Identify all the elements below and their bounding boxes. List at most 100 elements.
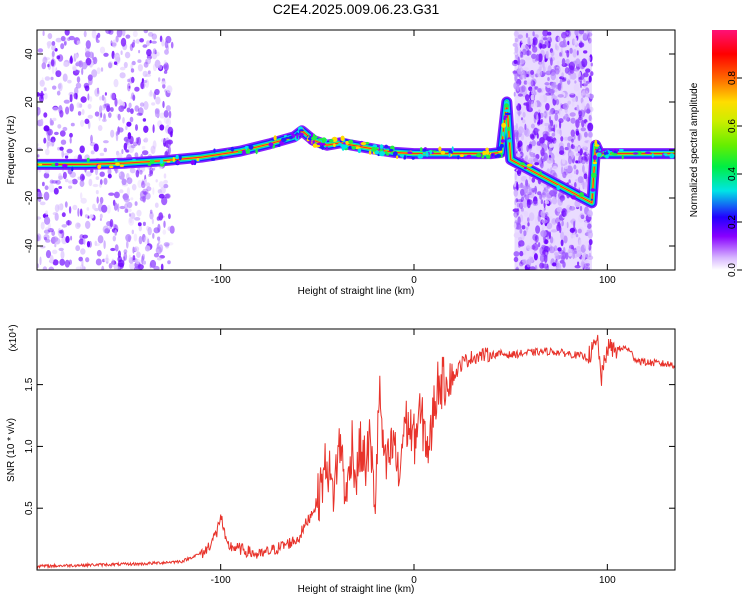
noise-speck [144, 178, 147, 184]
noise-speck [516, 181, 519, 191]
noise-speck [137, 64, 143, 72]
noise-speck [135, 137, 139, 144]
noise-speck [120, 128, 123, 133]
ridge-speck [316, 142, 322, 146]
noise-speck [549, 48, 554, 54]
noise-speck [128, 254, 131, 261]
noise-speck [529, 134, 534, 139]
ridge-speck [298, 132, 304, 137]
ridge-speck [603, 152, 609, 155]
noise-speck [585, 80, 590, 84]
ridge-speck [498, 150, 503, 153]
noise-speck [85, 220, 91, 229]
noise-speck [142, 260, 146, 265]
noise-speck [89, 96, 93, 102]
noise-speck [562, 261, 566, 268]
noise-speck [37, 48, 44, 53]
noise-speck [549, 236, 554, 244]
noise-speck [69, 56, 74, 65]
noise-speck [146, 186, 152, 192]
noise-speck [102, 118, 107, 123]
spectrogram-xtick-label: -100 [211, 275, 231, 286]
noise-speck [527, 222, 530, 227]
ridge-speck [504, 109, 511, 113]
noise-speck [111, 50, 115, 60]
noise-speck [547, 125, 552, 133]
noise-speck [159, 124, 165, 131]
noise-speck [78, 238, 85, 245]
noise-speck [103, 257, 110, 263]
snr-ytick-label: 1.0 [24, 439, 35, 453]
noise-speck [103, 240, 106, 250]
noise-speck [142, 80, 148, 83]
noise-speck [520, 117, 524, 121]
noise-speck [64, 30, 70, 36]
noise-speck [574, 145, 578, 152]
ridge-speck [248, 144, 254, 150]
noise-speck [121, 178, 127, 186]
noise-speck [157, 223, 161, 233]
noise-speck [513, 59, 518, 64]
noise-speck [583, 263, 589, 270]
noise-speck [123, 61, 128, 69]
ridge-speck [523, 166, 528, 170]
noise-speck [39, 80, 45, 85]
noise-speck [518, 184, 525, 189]
noise-speck [43, 125, 50, 132]
noise-speck [51, 180, 58, 184]
noise-speck [86, 241, 91, 248]
noise-speck [132, 30, 138, 38]
noise-speck [575, 95, 578, 102]
noise-speck [579, 213, 585, 218]
noise-speck [533, 196, 538, 205]
noise-speck [75, 62, 80, 67]
noise-speck [81, 61, 88, 70]
noise-speck [587, 32, 593, 37]
noise-speck [99, 96, 103, 101]
noise-speck [93, 143, 99, 152]
noise-speck [158, 77, 161, 82]
ridge-speck [504, 112, 511, 116]
noise-speck [126, 187, 130, 196]
noise-speck [581, 255, 585, 262]
noise-speck [99, 105, 103, 114]
noise-speck [517, 56, 520, 66]
ridge-speck [312, 143, 318, 148]
noise-speck [90, 168, 94, 173]
noise-speck [534, 128, 540, 132]
noise-speck [562, 171, 567, 179]
noise-speck [561, 40, 568, 48]
ridge-speck [115, 162, 120, 166]
ridge-speck [597, 147, 600, 150]
noise-speck [105, 30, 112, 34]
noise-speck [83, 238, 86, 245]
ridge-speck [594, 139, 598, 146]
noise-speck [39, 201, 46, 206]
ridge-speck [54, 162, 59, 166]
noise-speck [588, 93, 594, 100]
snr-xlabel: Height of straight line (km) [298, 584, 415, 595]
noise-speck [583, 240, 590, 250]
noise-speck [524, 72, 527, 80]
noise-speck [581, 58, 588, 68]
noise-speck [527, 78, 531, 83]
noise-speck [42, 266, 48, 270]
noise-speck [513, 188, 519, 197]
noise-speck [80, 119, 85, 127]
noise-speck [564, 136, 569, 141]
noise-speck [576, 183, 580, 191]
noise-speck [46, 141, 50, 150]
noise-speck [163, 179, 169, 184]
noise-speck [100, 67, 104, 72]
noise-speck [529, 266, 536, 270]
noise-speck [164, 193, 170, 199]
noise-speck [576, 104, 580, 112]
noise-speck [552, 95, 555, 100]
noise-speck [62, 171, 67, 180]
noise-speck [540, 210, 546, 219]
noise-speck [519, 53, 524, 59]
noise-speck [79, 145, 85, 154]
noise-speck [549, 190, 555, 196]
noise-speck [81, 258, 84, 267]
colorbar-tick-label: 0.0 [727, 263, 738, 277]
